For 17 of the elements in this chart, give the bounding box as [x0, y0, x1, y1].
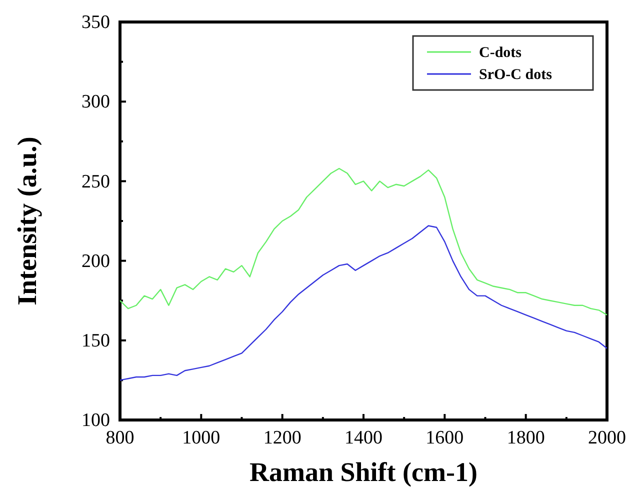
x-axis-title: Raman Shift (cm-1): [250, 457, 478, 487]
y-tick-label: 200: [82, 250, 110, 272]
x-tick-label: 1000: [182, 427, 220, 448]
legend-label: SrO-C dots: [479, 67, 552, 83]
y-tick-label: 250: [82, 171, 110, 192]
x-tick-label: 2000: [588, 427, 626, 448]
legend-label: C-dots: [479, 45, 522, 61]
x-tick-label: 1400: [344, 427, 382, 448]
line-series: [119, 168, 608, 316]
y-tick-label: 300: [82, 92, 110, 113]
x-tick-label: 1600: [426, 427, 464, 448]
x-tick-label: 1800: [506, 427, 545, 448]
y-tick-label: 150: [82, 330, 110, 352]
x-tick-label: 1200: [263, 427, 302, 448]
y-axis-title: Intensity (a.u.): [12, 136, 42, 306]
line-series: [119, 225, 608, 381]
y-tick-label: 350: [82, 12, 110, 34]
